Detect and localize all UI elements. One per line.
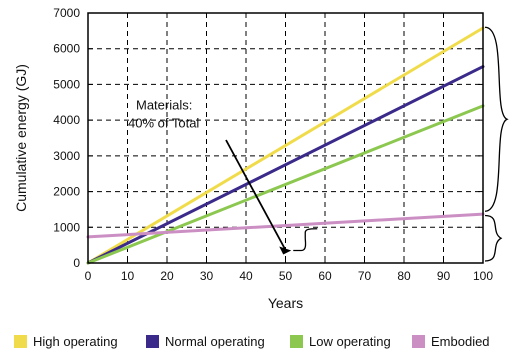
x-tick-label-70: 70 xyxy=(358,269,372,283)
y-axis-label: Cumulative energy (GJ) xyxy=(13,64,29,212)
x-tick-label-60: 60 xyxy=(318,269,332,283)
annotation-arrow xyxy=(225,139,287,250)
bracket-materials xyxy=(293,228,318,252)
legend-swatch-low-operating xyxy=(290,334,303,348)
y-tick-label-3000: 3000 xyxy=(53,149,80,163)
y-tick-label-0: 0 xyxy=(73,256,80,270)
series-line-high-operating xyxy=(86,26,485,265)
legend-item-embodied: Embodied xyxy=(412,333,490,349)
x-tick-label-80: 80 xyxy=(397,269,411,283)
legend-label-normal-operating: Normal operating xyxy=(165,333,265,349)
series-line-embodied xyxy=(86,212,485,239)
series-line-normal-operating xyxy=(86,65,485,265)
x-tick-label-50: 50 xyxy=(279,269,293,283)
legend-label-low-operating: Low operating xyxy=(309,333,391,349)
y-tick-label-6000: 6000 xyxy=(53,42,80,56)
legend-item-normal-operating: Normal operating xyxy=(146,333,265,349)
y-tick-label-1000: 1000 xyxy=(53,220,80,234)
legend-swatch-high-operating xyxy=(14,334,27,348)
x-tick-label-30: 30 xyxy=(200,269,214,283)
braces xyxy=(293,26,509,262)
x-tick-label-0: 0 xyxy=(85,269,92,283)
legend-swatch-embodied xyxy=(412,334,425,348)
x-tick-label-90: 90 xyxy=(437,269,451,283)
y-tick-label-7000: 7000 xyxy=(53,6,80,20)
series-line-low-operating xyxy=(86,104,485,265)
axis-ticks: 0 10 20 30 40 50 60 70 80 90 100010002000300040005… xyxy=(53,6,493,283)
chart: 0 10 20 30 40 50 60 70 80 90 100010002000300040005… xyxy=(13,6,509,311)
y-tick-label-4000: 4000 xyxy=(53,113,80,127)
annotation-arrowhead xyxy=(279,246,292,255)
y-tick-label-5000: 5000 xyxy=(53,77,80,91)
x-tick-label-10: 10 xyxy=(121,269,135,283)
brace-embodied xyxy=(484,214,503,262)
x-tick-label-40: 40 xyxy=(239,269,253,283)
x-axis-label: Years xyxy=(268,295,303,311)
x-tick-label-100: 100 xyxy=(473,269,493,283)
legend-swatch-normal-operating xyxy=(146,334,159,348)
annotation-line-1: Materials: xyxy=(136,98,192,113)
brace-operating xyxy=(484,26,509,212)
legend-label-high-operating: High operating xyxy=(33,333,118,349)
legend-label-embodied: Embodied xyxy=(431,333,490,349)
x-tick-label-20: 20 xyxy=(160,269,174,283)
legend-item-high-operating: High operating xyxy=(14,333,118,349)
annotation-line-2: 40% of Total xyxy=(128,116,199,131)
y-tick-label-2000: 2000 xyxy=(53,185,80,199)
legend-item-low-operating: Low operating xyxy=(290,333,391,349)
legend: High operating Normal operating Low oper… xyxy=(14,333,510,349)
series-lines xyxy=(86,26,485,265)
annotation: Materials: 40% of Total xyxy=(128,98,292,255)
